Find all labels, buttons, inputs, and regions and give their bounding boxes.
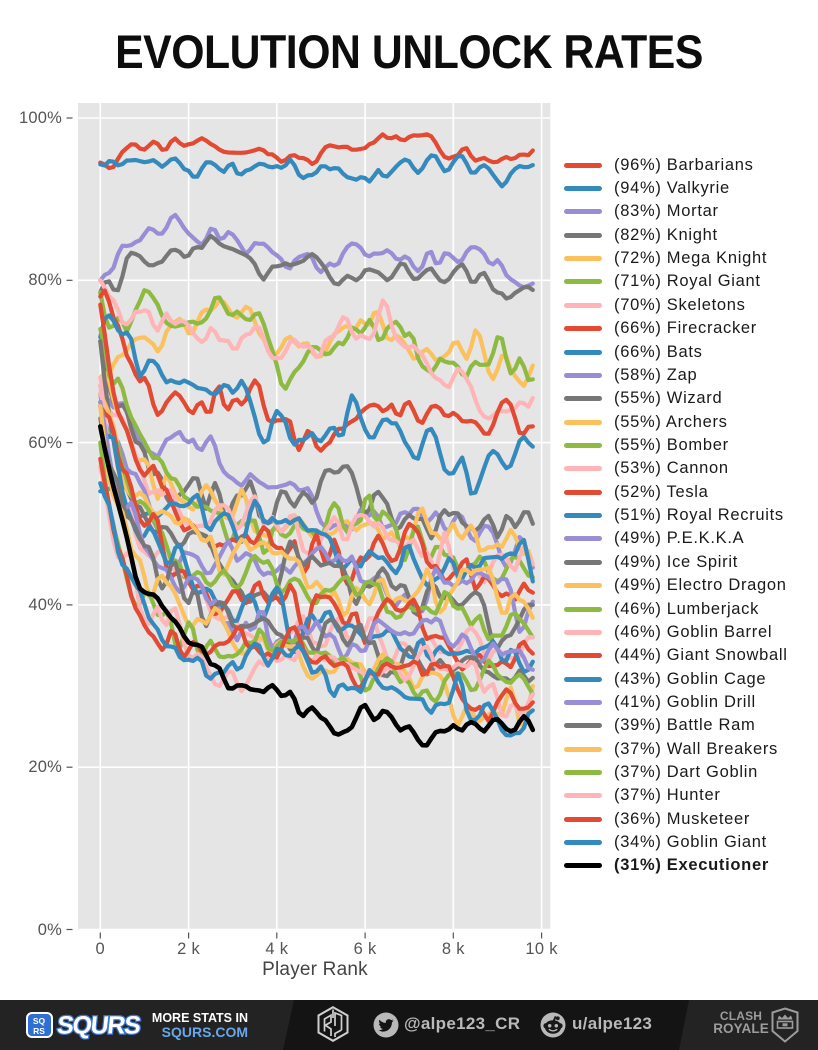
svg-text:SQURS: SQURS [56,1012,142,1040]
